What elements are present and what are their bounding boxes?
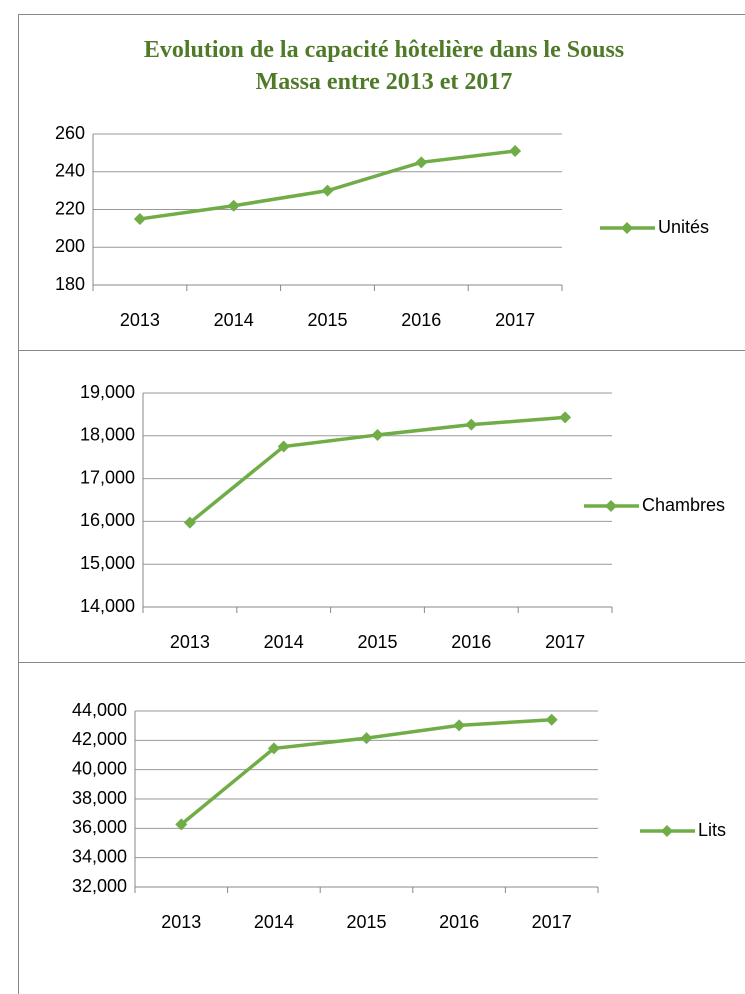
y-tick-label: 240 (55, 161, 85, 181)
y-tick-label: 15,000 (80, 553, 135, 573)
legend-marker (621, 222, 633, 234)
x-tick-label: 2015 (307, 310, 347, 330)
chart-title: Evolution de la capacité hôtelière dans … (143, 37, 625, 95)
y-tick-label: 220 (55, 198, 85, 218)
y-tick-label: 19,000 (80, 382, 135, 402)
marker (371, 428, 384, 441)
marker (509, 144, 522, 157)
marker (321, 184, 334, 197)
legend-marker (661, 825, 673, 837)
marker (175, 818, 188, 831)
x-tick-label: 2014 (214, 310, 254, 330)
legend-marker (605, 500, 617, 512)
marker (360, 732, 373, 745)
marker (559, 411, 572, 424)
y-tick-label: 44,000 (72, 700, 127, 720)
y-tick-label: 14,000 (80, 596, 135, 616)
marker (227, 199, 240, 212)
legend-label: Lits (698, 820, 726, 840)
x-tick-label: 2013 (170, 632, 210, 652)
x-tick-label: 2017 (532, 912, 572, 932)
y-tick-label: 260 (55, 123, 85, 143)
y-tick-label: 34,000 (72, 846, 127, 866)
x-tick-label: 2014 (254, 912, 294, 932)
x-tick-label: 2013 (120, 310, 160, 330)
marker (277, 440, 290, 453)
marker (183, 516, 196, 529)
x-tick-label: 2014 (264, 632, 304, 652)
marker (415, 156, 428, 169)
x-tick-label: 2013 (161, 912, 201, 932)
y-tick-label: 42,000 (72, 729, 127, 749)
x-tick-label: 2017 (495, 310, 535, 330)
legend-label: Chambres (642, 495, 725, 515)
marker (465, 418, 478, 431)
y-tick-label: 18,000 (80, 425, 135, 445)
y-tick-label: 40,000 (72, 758, 127, 778)
y-tick-label: 200 (55, 236, 85, 256)
y-tick-label: 17,000 (80, 467, 135, 487)
x-tick-label: 2015 (346, 912, 386, 932)
x-tick-label: 2016 (439, 912, 479, 932)
frame (18, 14, 745, 994)
marker (545, 713, 558, 726)
y-tick-label: 180 (55, 274, 85, 294)
marker (453, 719, 466, 732)
marker (133, 212, 146, 225)
legend-label: Unités (658, 217, 709, 237)
y-tick-label: 36,000 (72, 817, 127, 837)
x-tick-label: 2015 (357, 632, 397, 652)
x-tick-label: 2017 (545, 632, 585, 652)
y-tick-label: 38,000 (72, 788, 127, 808)
y-tick-label: 16,000 (80, 510, 135, 530)
x-tick-label: 2016 (451, 632, 491, 652)
y-tick-label: 32,000 (72, 876, 127, 896)
x-tick-label: 2016 (401, 310, 441, 330)
marker (267, 742, 280, 755)
